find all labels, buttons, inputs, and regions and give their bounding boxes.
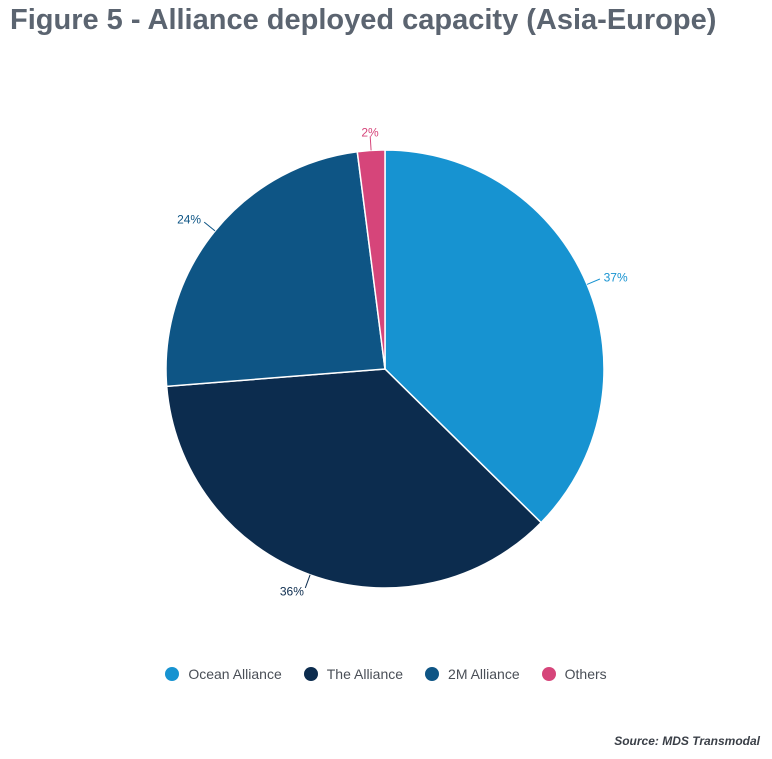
- label-leader-line: [304, 574, 311, 589]
- legend-label: Ocean Alliance: [188, 666, 282, 682]
- legend-item-the-alliance[interactable]: The Alliance: [303, 666, 404, 682]
- legend-label: The Alliance: [326, 666, 404, 682]
- legend-item-others[interactable]: Others: [541, 666, 607, 682]
- data-label-2m-alliance: 24%: [177, 213, 201, 227]
- pie-labels: 37% 36% 24% 2%: [177, 126, 628, 599]
- legend-item-ocean-alliance[interactable]: Ocean Alliance: [165, 666, 282, 682]
- label-leader-line: [369, 136, 372, 151]
- chart-title: Figure 5 - Alliance deployed capacity (A…: [10, 4, 717, 36]
- legend-swatch: [165, 667, 180, 681]
- legend-item-2m-alliance[interactable]: 2M Alliance: [425, 666, 520, 682]
- legend-label: Others: [564, 666, 607, 682]
- pie-chart: 37% 36% 24% 2%: [165, 126, 628, 599]
- data-label-others: 2%: [361, 126, 379, 140]
- pie-slice-others[interactable]: [356, 149, 386, 370]
- legend-label: 2M Alliance: [448, 666, 520, 682]
- pie-slice-the-alliance[interactable]: [165, 368, 543, 589]
- source-note: Source: MDS Transmodal: [614, 734, 760, 748]
- legend-swatch: [303, 667, 318, 681]
- legend: Ocean Alliance The Alliance 2M Alliance …: [0, 666, 772, 682]
- label-leader-line: [203, 221, 216, 232]
- label-leader-line: [586, 278, 601, 285]
- pie-slice-2m-alliance[interactable]: [165, 150, 386, 388]
- data-label-ocean-alliance: 37%: [604, 270, 628, 284]
- pie-slice-ocean-alliance[interactable]: [384, 149, 605, 524]
- pie-slices: [165, 149, 605, 589]
- data-label-the-alliance: 36%: [280, 585, 304, 599]
- legend-swatch: [425, 667, 440, 681]
- legend-swatch: [541, 667, 556, 681]
